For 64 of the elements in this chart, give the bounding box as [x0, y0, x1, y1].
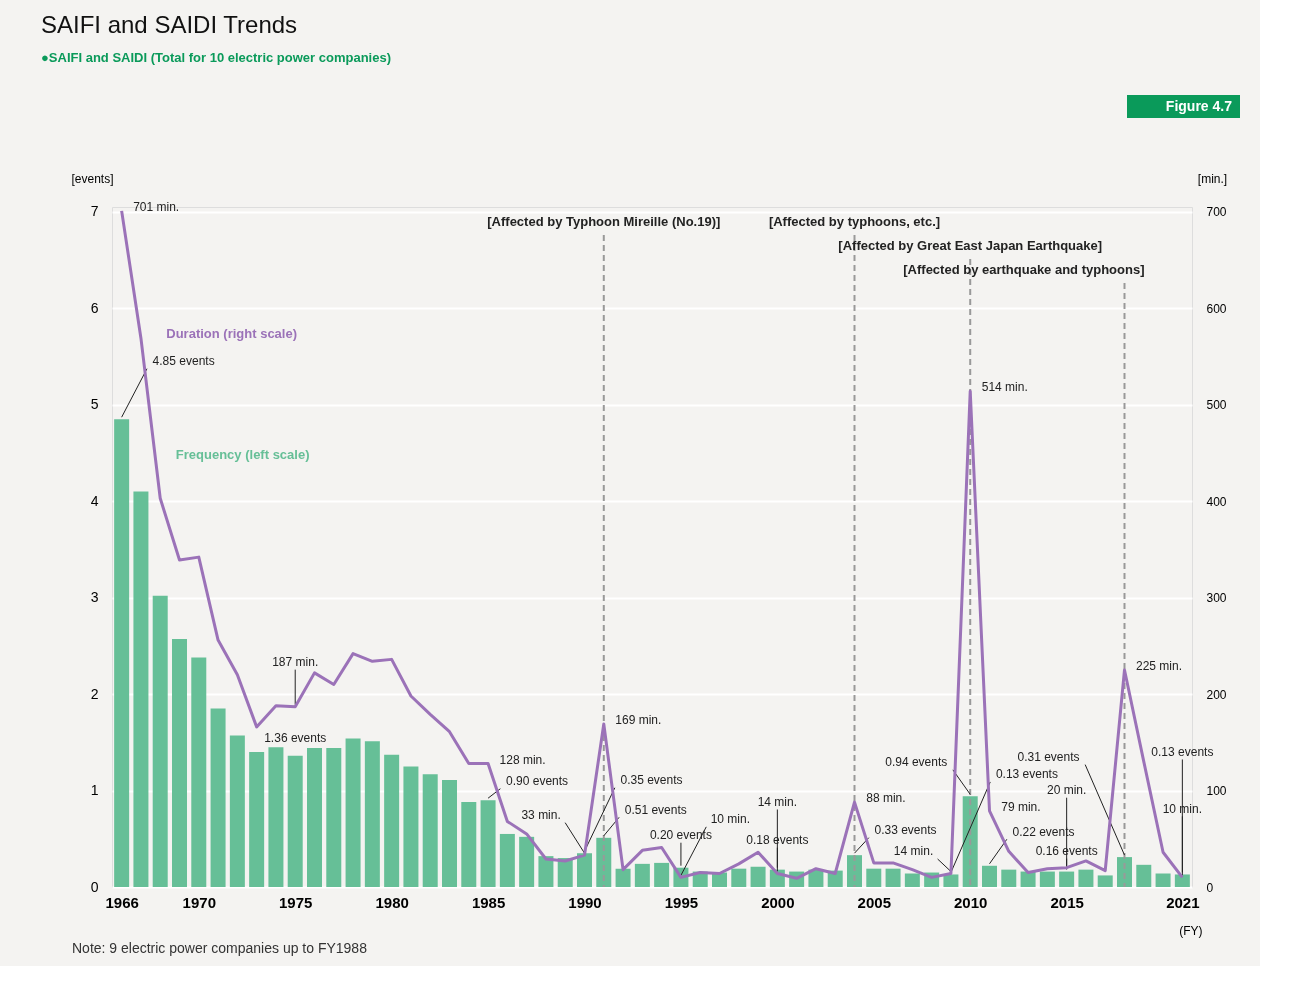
y2-tick-label: 0 — [1206, 880, 1214, 895]
ref-line-label: [Affected by typhoons, etc.] — [768, 214, 941, 229]
y-axis-title: [events] — [71, 171, 114, 186]
data-label: 128 min. — [499, 752, 546, 767]
data-label: 14 min. — [757, 795, 798, 809]
y2-tick-label: 500 — [1206, 398, 1227, 413]
x-tick-label: 2010 — [954, 893, 988, 911]
text: Note: 9 electric power companies up to FY1988 — [72, 940, 368, 956]
x-axis-title: (FY) — [1179, 923, 1203, 938]
x-tick-label: 2015 — [1050, 893, 1084, 911]
x-tick-label: 1990 — [568, 893, 602, 911]
data-label: 0.33 events — [874, 823, 937, 838]
ref-line-label: [Affected by Typhoon Mireille (No.19)] — [487, 214, 721, 229]
x-tick-label: 1966 — [105, 893, 139, 911]
y-tick-label: 1 — [90, 782, 99, 799]
y-tick-label: 4 — [90, 492, 99, 509]
data-label: 14 min. — [893, 844, 934, 859]
data-label: 79 min. — [1001, 799, 1041, 814]
y2-tick-label: 400 — [1206, 494, 1227, 509]
chart-title: SAIFI and SAIDI Trends — [40, 11, 298, 38]
caption: Figure 4.7 — [1165, 98, 1233, 114]
y-tick-label: 2 — [90, 685, 99, 702]
data-label: 0.31 events — [1017, 750, 1080, 765]
x-tick-label: 1985 — [471, 893, 506, 911]
data-label: 88 min. — [866, 791, 906, 806]
series-label: Duration (right scale) — [166, 326, 298, 342]
x-tick-label: 2000 — [761, 893, 795, 911]
y2-tick-label: 600 — [1206, 301, 1227, 316]
data-label: 0.35 events — [620, 773, 683, 788]
y-tick-label: 0 — [90, 878, 99, 895]
y2-tick-label: 700 — [1206, 205, 1227, 220]
y2-tick-label: 100 — [1206, 784, 1227, 799]
data-label: 225 min. — [1136, 658, 1183, 673]
data-label: 10 min. — [710, 812, 750, 827]
data-label: 0.94 events — [885, 755, 948, 770]
data-label: 0.90 events — [506, 774, 569, 789]
x-tick-label: 1970 — [182, 893, 216, 911]
data-label: 514 min. — [981, 380, 1028, 395]
ref-line-label: [Affected by earthquake and typhoons] — [903, 262, 1145, 277]
data-label: 0.13 events — [995, 767, 1058, 782]
y-tick-label: 3 — [90, 589, 99, 606]
data-label: 169 min. — [615, 712, 662, 727]
data-label: 187 min. — [272, 655, 319, 670]
text: Frequency (left scale) — [175, 446, 310, 462]
x-tick-label: 1980 — [375, 893, 409, 911]
y-tick-label: 5 — [90, 396, 99, 413]
y2-axis-title: [min.] — [1197, 171, 1228, 186]
y-tick-label: 6 — [90, 299, 99, 316]
x-tick-label: 1995 — [664, 893, 699, 911]
y2-tick-label: 200 — [1206, 687, 1227, 702]
data-label: 4.85 events — [152, 354, 215, 369]
x-tick-label: 2021 — [1166, 893, 1200, 911]
y2-tick-label: 300 — [1206, 591, 1227, 606]
data-label: 20 min. — [1046, 783, 1087, 798]
data-label: 1.36 events — [264, 731, 327, 746]
data-label: 701 min. — [133, 199, 180, 214]
y-tick-label: 7 — [90, 203, 99, 220]
x-tick-label: 2005 — [857, 893, 891, 911]
data-label: 0.13 events — [1151, 744, 1214, 759]
chart-subtitle: ●SAIFI and SAIDI (Total for 10 electric power companies) — [40, 50, 392, 65]
ref-line-label: [Affected by Great East Japan Earthquake] — [838, 238, 1103, 253]
x-tick-label: 1975 — [279, 893, 313, 911]
data-label: 0.51 events — [624, 802, 687, 817]
data-label: 33 min. — [521, 808, 561, 823]
